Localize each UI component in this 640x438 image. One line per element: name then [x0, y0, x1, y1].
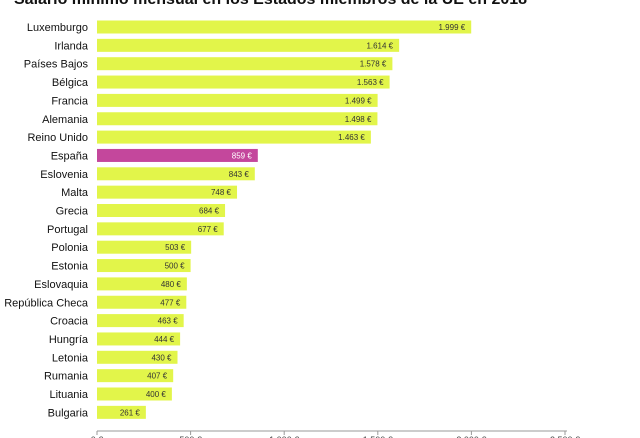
bar — [97, 20, 472, 34]
data-label: 503 € — [165, 243, 186, 252]
data-label: 859 € — [232, 151, 253, 160]
x-tick-label: 1.000 € — [269, 435, 299, 438]
bar — [97, 259, 191, 273]
category-label: República Checa — [4, 297, 89, 309]
data-label: 1.498 € — [345, 115, 372, 124]
data-label: 843 € — [229, 170, 250, 179]
bar-highlight — [97, 148, 258, 162]
category-label: Alemania — [42, 114, 89, 126]
data-label: 261 € — [120, 408, 141, 417]
category-label: Portugal — [47, 224, 88, 236]
x-tick-label: 2.500 € — [550, 435, 580, 438]
data-label: 1.614 € — [366, 41, 393, 50]
data-label: 1.999 € — [439, 23, 466, 32]
bar — [97, 387, 172, 401]
bar — [97, 332, 181, 346]
category-label: Eslovaquia — [34, 279, 89, 291]
data-label: 1.463 € — [338, 133, 365, 142]
bar — [97, 222, 224, 236]
data-label: 500 € — [165, 262, 186, 271]
category-label: Grecia — [56, 206, 89, 218]
bar — [97, 350, 178, 364]
category-label: Irlanda — [54, 40, 89, 52]
data-label: 407 € — [147, 372, 168, 381]
data-label: 748 € — [211, 188, 232, 197]
bar — [97, 93, 378, 107]
bar — [97, 405, 146, 419]
category-label: Polonia — [51, 242, 89, 254]
category-label: Bélgica — [52, 77, 89, 89]
data-label: 1.499 € — [345, 96, 372, 105]
bar — [97, 295, 187, 309]
data-label: 430 € — [151, 353, 172, 362]
category-label: Reino Unido — [27, 132, 88, 144]
category-label: Hungría — [49, 334, 89, 346]
data-label: 463 € — [158, 317, 179, 326]
bar — [97, 240, 192, 254]
category-label: Malta — [61, 187, 89, 199]
data-label: 444 € — [154, 335, 175, 344]
category-label: Estonia — [51, 261, 89, 273]
data-label: 684 € — [199, 207, 220, 216]
bar — [97, 38, 400, 52]
x-tick-label: 2.000 € — [456, 435, 486, 438]
chart-title: Salario mínimo mensual en los Estados mi… — [14, 0, 527, 9]
category-label: Croacia — [50, 316, 89, 328]
bar — [97, 277, 187, 291]
data-label: 1.578 € — [360, 60, 387, 69]
bar — [97, 57, 393, 71]
bar — [97, 75, 390, 89]
category-label: Rumania — [44, 371, 89, 383]
bar — [97, 130, 371, 144]
category-label: Lituania — [49, 389, 88, 401]
bar — [97, 314, 184, 328]
bar — [97, 369, 174, 383]
data-label: 1.563 € — [357, 78, 384, 87]
data-label: 677 € — [198, 225, 219, 234]
data-label: 400 € — [146, 390, 167, 399]
category-label: Francia — [51, 95, 89, 107]
bar — [97, 185, 238, 199]
category-label: Países Bajos — [24, 59, 89, 71]
x-tick-label: 500 € — [179, 435, 202, 438]
category-label: Eslovenia — [40, 169, 89, 181]
category-label: Letonia — [52, 352, 89, 364]
bar — [97, 112, 378, 126]
category-label: España — [51, 150, 89, 162]
data-label: 477 € — [160, 298, 181, 307]
data-label: 480 € — [161, 280, 182, 289]
category-label: Bulgaria — [48, 407, 89, 419]
bar — [97, 204, 226, 217]
x-tick-label: 0 € — [91, 435, 104, 438]
x-tick-label: 1.500 € — [363, 435, 393, 438]
category-label: Luxemburgo — [27, 22, 88, 34]
bar — [97, 167, 255, 181]
